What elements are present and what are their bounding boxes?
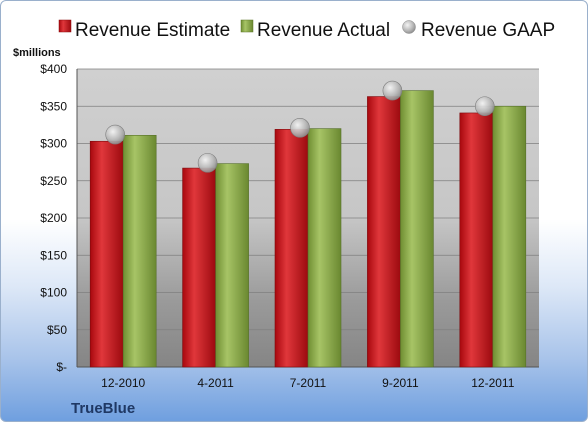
x-tick-label: 4-2011 — [197, 376, 234, 390]
legend-label-gaap: Revenue GAAP — [421, 20, 555, 41]
marker-revenue-gaap — [382, 80, 403, 101]
x-axis: 12-2010 4-2011 7-2011 9-2011 12-2011 — [101, 376, 515, 390]
y-tick-label: $200 — [40, 211, 67, 225]
y-tick-label: $50 — [47, 323, 67, 337]
bar-revenue-actual — [400, 90, 434, 368]
marker-revenue-gaap — [290, 118, 310, 138]
legend-label-actual: Revenue Actual — [257, 20, 390, 41]
y-tick-label: $350 — [40, 99, 67, 113]
bar-revenue-estimate — [182, 167, 216, 368]
bars — [89, 90, 527, 368]
bar-revenue-estimate — [89, 140, 124, 368]
y-tick-label: $300 — [40, 137, 67, 151]
legend-swatch-actual — [240, 19, 254, 33]
y-tick-label: $400 — [40, 62, 67, 76]
legend-label-estimate: Revenue Estimate — [75, 20, 230, 41]
legend-swatch-estimate — [58, 19, 72, 33]
legend: Revenue Estimate Revenue Actual Revenue … — [58, 19, 555, 41]
marker-revenue-gaap — [105, 124, 125, 145]
x-tick-label: 12-2011 — [471, 376, 514, 390]
unit-label: $millions — [13, 47, 61, 59]
y-tick-label: $250 — [40, 174, 67, 188]
marker-revenue-gaap — [474, 96, 495, 117]
x-tick-label: 7-2011 — [290, 376, 327, 390]
bar-revenue-actual — [215, 163, 249, 368]
y-axis: $- $50 $100 $150 $200 $250 $300 $350 $400 — [40, 62, 539, 374]
bar-revenue-actual — [307, 128, 342, 368]
marker-revenue-gaap — [197, 153, 218, 173]
company-name: TrueBlue — [71, 400, 135, 417]
y-tick-label: $100 — [40, 286, 67, 300]
y-tick-label: $- — [56, 360, 67, 374]
bar-revenue-estimate — [459, 112, 494, 368]
gaap-markers — [105, 80, 495, 173]
bar-revenue-actual — [492, 105, 527, 368]
x-tick-label: 12-2010 — [101, 376, 145, 390]
legend-marker-gaap — [402, 20, 416, 34]
x-tick-label: 9-2011 — [382, 376, 419, 390]
bar-revenue-estimate — [367, 96, 401, 368]
bar-revenue-actual — [122, 135, 157, 368]
bar-revenue-estimate — [274, 129, 309, 368]
y-tick-label: $150 — [40, 248, 67, 262]
